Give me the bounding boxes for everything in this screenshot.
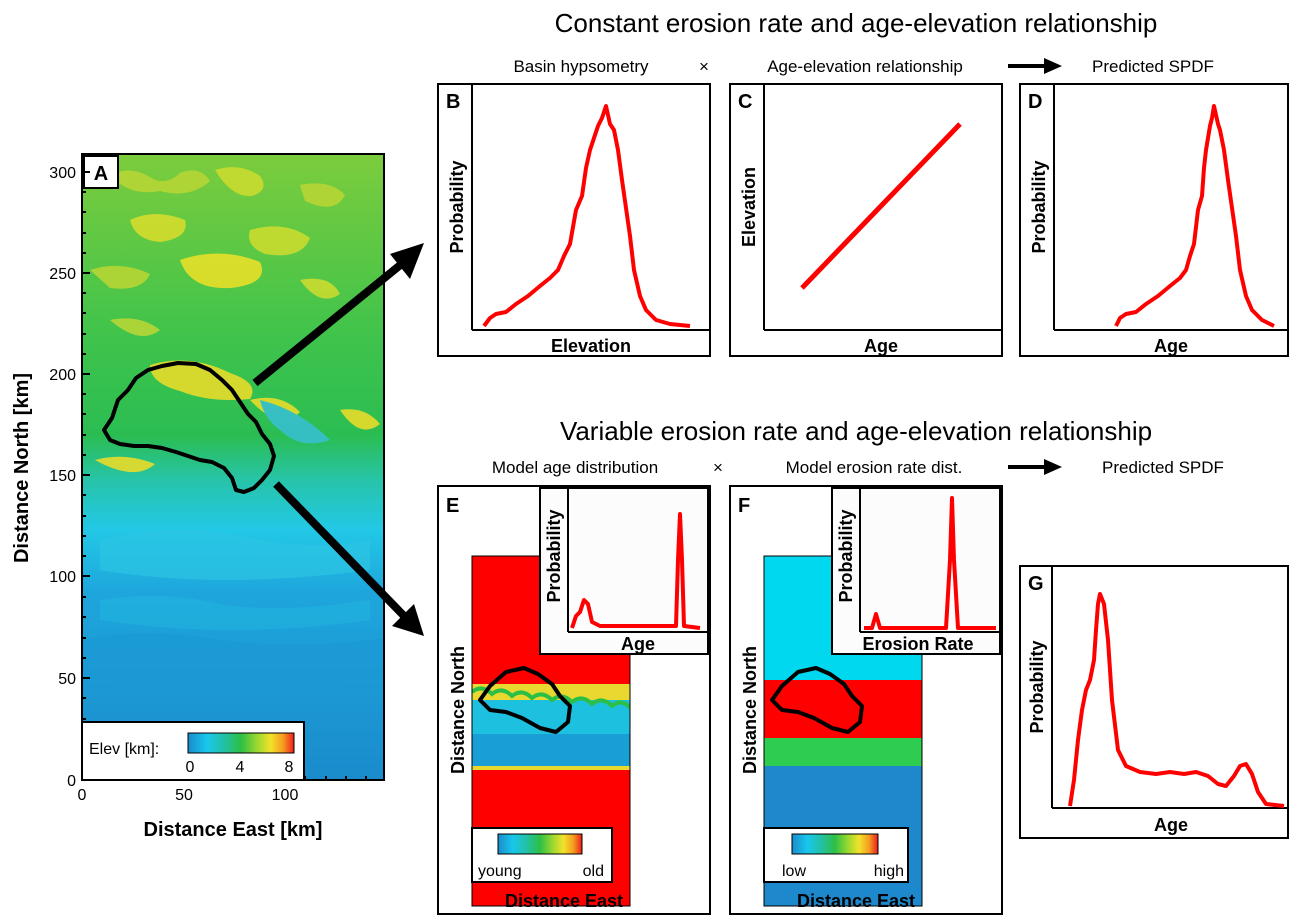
panel-f-inset-ylabel: Probability [836, 509, 856, 602]
age-colorbar-low: young [478, 863, 522, 880]
panel-d-letter: D [1028, 91, 1042, 113]
erosion-colorbar: low high [763, 827, 909, 883]
colorbar-label: Elev [km]: [89, 741, 159, 758]
panel-d-ylabel: Probability [1029, 160, 1049, 253]
panel-f-inset-xlabel: Erosion Rate [862, 634, 973, 654]
arrow-to-top-icon [252, 243, 424, 387]
predicted-spdf-curve [1114, 104, 1275, 328]
erosion-colorbar-low: low [782, 863, 806, 880]
ytick: 200 [49, 367, 76, 384]
panel-a-letter: A [94, 163, 108, 185]
erosion-rate-distribution-curve [864, 496, 996, 630]
panel-g: G Age Probability [1019, 565, 1289, 839]
panel-e-xlabel: Distance East [505, 891, 623, 911]
ytick: 0 [67, 773, 76, 790]
panel-b-letter: B [446, 91, 460, 113]
bottom-sub-left: Model age distribution [492, 458, 658, 477]
ytick: 100 [49, 569, 76, 586]
panel-c: C Age Elevation [729, 83, 1003, 357]
panel-f-xlabel: Distance East [797, 891, 915, 911]
top-arrow-icon [1008, 58, 1062, 74]
terrain-texture [82, 167, 384, 683]
hypsometry-curve [482, 104, 691, 328]
bottom-sub-right: Predicted SPDF [1102, 458, 1224, 477]
panel-g-ylabel: Probability [1027, 640, 1047, 733]
colorbar-tick: 4 [236, 759, 245, 776]
panel-b-ylabel: Probability [447, 160, 467, 253]
panel-a: A 0 50 100 150 200 250 300 [11, 153, 385, 841]
bottom-sub-times: × [713, 458, 723, 477]
panel-e-inset-ylabel: Probability [544, 509, 564, 602]
colorbar-tick: 8 [285, 759, 294, 776]
panel-c-xlabel: Age [864, 336, 898, 356]
colorbar-tick: 0 [186, 759, 195, 776]
top-sub-left: Basin hypsometry [513, 57, 649, 76]
panel-e-letter: E [446, 495, 459, 517]
top-title: Constant erosion rate and age-elevation … [555, 8, 1158, 38]
panel-a-xlabel: Distance East [km] [144, 819, 323, 841]
erosion-colorbar-high: high [874, 863, 904, 880]
elevation-colorbar: Elev [km]: 0 4 8 [81, 721, 305, 781]
age-colorbar: young old [471, 827, 613, 883]
panel-f-letter: F [738, 495, 750, 517]
panel-f-ylabel: Distance North [740, 646, 760, 774]
basin-outline [102, 361, 276, 494]
panel-b-xlabel: Elevation [551, 336, 631, 356]
xtick: 50 [175, 787, 193, 804]
panel-e-inset-xlabel: Age [621, 634, 655, 654]
ytick: 50 [58, 671, 76, 688]
panel-c-ylabel: Elevation [739, 167, 759, 247]
panel-g-xlabel: Age [1154, 815, 1188, 835]
top-sub-times: × [699, 57, 709, 76]
ytick: 150 [49, 468, 76, 485]
ytick: 300 [49, 165, 76, 182]
xtick: 100 [272, 787, 299, 804]
panel-f: F Erosion Rate Probability Distance Nort… [729, 485, 1003, 915]
bottom-arrow-icon [1008, 459, 1062, 475]
bottom-sub-middle: Model erosion rate dist. [786, 458, 963, 477]
age-distribution-curve [570, 512, 701, 630]
age-colorbar-high: old [583, 863, 604, 880]
panel-e: E Age Probability Distance North Distanc… [437, 485, 711, 915]
predicted-spdf-variable-curve [1068, 592, 1285, 808]
arrow-to-bottom-icon [273, 481, 424, 636]
top-sub-middle: Age-elevation relationship [767, 57, 963, 76]
xtick: 0 [78, 787, 87, 804]
bottom-title: Variable erosion rate and age-elevation … [560, 416, 1152, 446]
panel-d-xlabel: Age [1154, 336, 1188, 356]
panel-a-ylabel: Distance North [km] [11, 373, 33, 563]
ytick: 250 [49, 266, 76, 283]
panel-e-ylabel: Distance North [448, 646, 468, 774]
top-sub-right: Predicted SPDF [1092, 57, 1214, 76]
panel-b: B Elevation Probability [437, 83, 711, 357]
panel-g-letter: G [1028, 573, 1044, 595]
age-elevation-line [800, 122, 962, 290]
panel-d: D Age Probability [1019, 83, 1289, 357]
panel-c-letter: C [738, 91, 752, 113]
